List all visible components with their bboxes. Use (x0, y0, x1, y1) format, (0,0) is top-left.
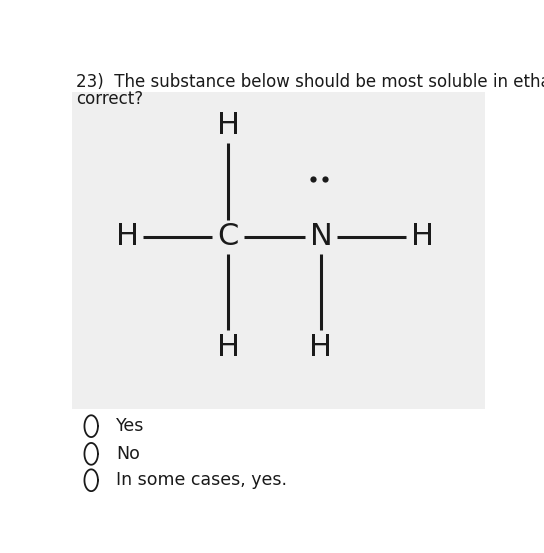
Text: H: H (411, 222, 434, 251)
Text: C: C (218, 222, 239, 251)
Text: N: N (310, 222, 332, 251)
Text: H: H (115, 222, 139, 251)
Text: Yes: Yes (116, 417, 145, 435)
Text: correct?: correct? (76, 90, 144, 108)
Text: 23)  The substance below should be most soluble in ethanol.  Is this: 23) The substance below should be most s… (76, 73, 544, 91)
Text: No: No (116, 445, 140, 463)
Text: H: H (217, 112, 240, 140)
Text: In some cases, yes.: In some cases, yes. (116, 471, 287, 489)
Text: H: H (217, 333, 240, 362)
Text: H: H (310, 333, 332, 362)
FancyBboxPatch shape (72, 92, 485, 409)
